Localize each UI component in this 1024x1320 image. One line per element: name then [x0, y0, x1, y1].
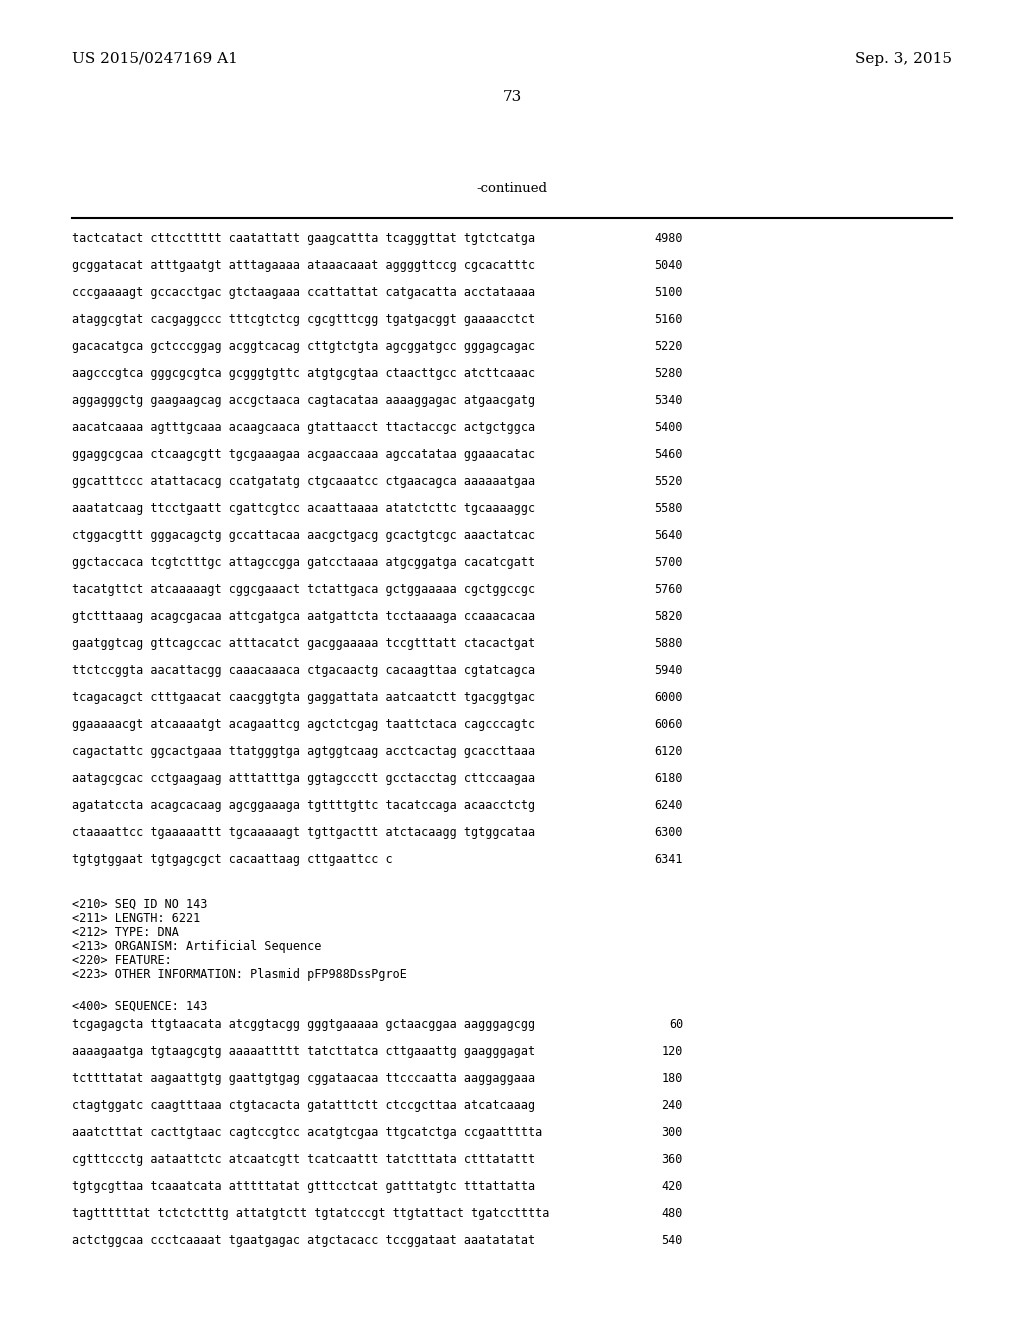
Text: gcggatacat atttgaatgt atttagaaaa ataaacaaat aggggttccg cgcacatttc: gcggatacat atttgaatgt atttagaaaa ataaaca…: [72, 259, 536, 272]
Text: 6300: 6300: [654, 826, 683, 840]
Text: 60: 60: [669, 1018, 683, 1031]
Text: 6120: 6120: [654, 744, 683, 758]
Text: gacacatgca gctcccggag acggtcacag cttgtctgta agcggatgcc gggagcagac: gacacatgca gctcccggag acggtcacag cttgtct…: [72, 341, 536, 352]
Text: gaatggtcag gttcagccac atttacatct gacggaaaaa tccgtttatt ctacactgat: gaatggtcag gttcagccac atttacatct gacggaa…: [72, 638, 536, 649]
Text: ctaaaattcc tgaaaaattt tgcaaaaagt tgttgacttt atctacaagg tgtggcataa: ctaaaattcc tgaaaaattt tgcaaaaagt tgttgac…: [72, 826, 536, 840]
Text: cagactattc ggcactgaaa ttatgggtga agtggtcaag acctcactag gcaccttaaa: cagactattc ggcactgaaa ttatgggtga agtggtc…: [72, 744, 536, 758]
Text: 5760: 5760: [654, 583, 683, 597]
Text: 6240: 6240: [654, 799, 683, 812]
Text: 420: 420: [662, 1180, 683, 1193]
Text: aaatctttat cacttgtaac cagtccgtcc acatgtcgaa ttgcatctga ccgaattttta: aaatctttat cacttgtaac cagtccgtcc acatgtc…: [72, 1126, 543, 1139]
Text: tcttttatat aagaattgtg gaattgtgag cggataacaa ttcccaatta aaggaggaaa: tcttttatat aagaattgtg gaattgtgag cggataa…: [72, 1072, 536, 1085]
Text: 5700: 5700: [654, 556, 683, 569]
Text: aggagggctg gaagaagcag accgctaaca cagtacataa aaaaggagac atgaacgatg: aggagggctg gaagaagcag accgctaaca cagtaca…: [72, 393, 536, 407]
Text: 180: 180: [662, 1072, 683, 1085]
Text: 5460: 5460: [654, 447, 683, 461]
Text: <213> ORGANISM: Artificial Sequence: <213> ORGANISM: Artificial Sequence: [72, 940, 322, 953]
Text: <223> OTHER INFORMATION: Plasmid pFP988DssPgroE: <223> OTHER INFORMATION: Plasmid pFP988D…: [72, 968, 407, 981]
Text: tcgagagcta ttgtaacata atcggtacgg gggtgaaaaa gctaacggaa aagggagcgg: tcgagagcta ttgtaacata atcggtacgg gggtgaa…: [72, 1018, 536, 1031]
Text: 6341: 6341: [654, 853, 683, 866]
Text: agatatccta acagcacaag agcggaaaga tgttttgttc tacatccaga acaacctctg: agatatccta acagcacaag agcggaaaga tgttttg…: [72, 799, 536, 812]
Text: gtctttaaag acagcgacaa attcgatgca aatgattcta tcctaaaaga ccaaacacaa: gtctttaaag acagcgacaa attcgatgca aatgatt…: [72, 610, 536, 623]
Text: 540: 540: [662, 1234, 683, 1247]
Text: 5160: 5160: [654, 313, 683, 326]
Text: 5340: 5340: [654, 393, 683, 407]
Text: aagcccgtca gggcgcgtca gcgggtgttc atgtgcgtaa ctaacttgcc atcttcaaac: aagcccgtca gggcgcgtca gcgggtgttc atgtgcg…: [72, 367, 536, 380]
Text: <211> LENGTH: 6221: <211> LENGTH: 6221: [72, 912, 201, 925]
Text: 5580: 5580: [654, 502, 683, 515]
Text: 120: 120: [662, 1045, 683, 1059]
Text: 5880: 5880: [654, 638, 683, 649]
Text: aaaagaatga tgtaagcgtg aaaaattttt tatcttatca cttgaaattg gaagggagat: aaaagaatga tgtaagcgtg aaaaattttt tatctta…: [72, 1045, 536, 1059]
Text: 6000: 6000: [654, 690, 683, 704]
Text: <212> TYPE: DNA: <212> TYPE: DNA: [72, 927, 179, 939]
Text: tcagacagct ctttgaacat caacggtgta gaggattata aatcaatctt tgacggtgac: tcagacagct ctttgaacat caacggtgta gaggatt…: [72, 690, 536, 704]
Text: 240: 240: [662, 1100, 683, 1111]
Text: 5520: 5520: [654, 475, 683, 488]
Text: tagttttttat tctctctttg attatgtctt tgtatcccgt ttgtattact tgatcctttta: tagttttttat tctctctttg attatgtctt tgtatc…: [72, 1206, 549, 1220]
Text: Sep. 3, 2015: Sep. 3, 2015: [855, 51, 952, 66]
Text: -continued: -continued: [476, 182, 548, 195]
Text: tacatgttct atcaaaaagt cggcgaaact tctattgaca gctggaaaaa cgctggccgc: tacatgttct atcaaaaagt cggcgaaact tctattg…: [72, 583, 536, 597]
Text: 5940: 5940: [654, 664, 683, 677]
Text: aacatcaaaa agtttgcaaa acaagcaaca gtattaacct ttactaccgc actgctggca: aacatcaaaa agtttgcaaa acaagcaaca gtattaa…: [72, 421, 536, 434]
Text: tactcatact cttccttttt caatattatt gaagcattta tcagggttat tgtctcatga: tactcatact cttccttttt caatattatt gaagcat…: [72, 232, 536, 246]
Text: 6180: 6180: [654, 772, 683, 785]
Text: cccgaaaagt gccacctgac gtctaagaaa ccattattat catgacatta acctataaaa: cccgaaaagt gccacctgac gtctaagaaa ccattat…: [72, 286, 536, 300]
Text: 5640: 5640: [654, 529, 683, 543]
Text: actctggcaa ccctcaaaat tgaatgagac atgctacacc tccggataat aaatatatat: actctggcaa ccctcaaaat tgaatgagac atgctac…: [72, 1234, 536, 1247]
Text: ggcatttccc atattacacg ccatgatatg ctgcaaatcc ctgaacagca aaaaaatgaa: ggcatttccc atattacacg ccatgatatg ctgcaaa…: [72, 475, 536, 488]
Text: tgtgtggaat tgtgagcgct cacaattaag cttgaattcc c: tgtgtggaat tgtgagcgct cacaattaag cttgaat…: [72, 853, 392, 866]
Text: aatagcgcac cctgaagaag atttatttga ggtagccctt gcctacctag cttccaagaa: aatagcgcac cctgaagaag atttatttga ggtagcc…: [72, 772, 536, 785]
Text: 6060: 6060: [654, 718, 683, 731]
Text: <220> FEATURE:: <220> FEATURE:: [72, 954, 172, 968]
Text: 4980: 4980: [654, 232, 683, 246]
Text: ttctccggta aacattacgg caaacaaaca ctgacaactg cacaagttaa cgtatcagca: ttctccggta aacattacgg caaacaaaca ctgacaa…: [72, 664, 536, 677]
Text: 5280: 5280: [654, 367, 683, 380]
Text: 360: 360: [662, 1152, 683, 1166]
Text: <400> SEQUENCE: 143: <400> SEQUENCE: 143: [72, 1001, 208, 1012]
Text: US 2015/0247169 A1: US 2015/0247169 A1: [72, 51, 238, 66]
Text: 5040: 5040: [654, 259, 683, 272]
Text: 73: 73: [503, 90, 521, 104]
Text: ctagtggatc caagtttaaa ctgtacacta gatatttctt ctccgcttaa atcatcaaag: ctagtggatc caagtttaaa ctgtacacta gatattt…: [72, 1100, 536, 1111]
Text: cgtttccctg aataattctc atcaatcgtt tcatcaattt tatctttata ctttatattt: cgtttccctg aataattctc atcaatcgtt tcatcaa…: [72, 1152, 536, 1166]
Text: ataggcgtat cacgaggccc tttcgtctcg cgcgtttcgg tgatgacggt gaaaacctct: ataggcgtat cacgaggccc tttcgtctcg cgcgttt…: [72, 313, 536, 326]
Text: ggctaccaca tcgtctttgc attagccgga gatcctaaaa atgcggatga cacatcgatt: ggctaccaca tcgtctttgc attagccgga gatccta…: [72, 556, 536, 569]
Text: 5400: 5400: [654, 421, 683, 434]
Text: ctggacgttt gggacagctg gccattacaa aacgctgacg gcactgtcgc aaactatcac: ctggacgttt gggacagctg gccattacaa aacgctg…: [72, 529, 536, 543]
Text: ggaaaaacgt atcaaaatgt acagaattcg agctctcgag taattctaca cagcccagtc: ggaaaaacgt atcaaaatgt acagaattcg agctctc…: [72, 718, 536, 731]
Text: tgtgcgttaa tcaaatcata atttttatat gtttcctcat gatttatgtc tttattatta: tgtgcgttaa tcaaatcata atttttatat gtttcct…: [72, 1180, 536, 1193]
Text: 300: 300: [662, 1126, 683, 1139]
Text: ggaggcgcaa ctcaagcgtt tgcgaaagaa acgaaccaaa agccatataa ggaaacatac: ggaggcgcaa ctcaagcgtt tgcgaaagaa acgaacc…: [72, 447, 536, 461]
Text: 5820: 5820: [654, 610, 683, 623]
Text: aaatatcaag ttcctgaatt cgattcgtcc acaattaaaa atatctcttc tgcaaaaggc: aaatatcaag ttcctgaatt cgattcgtcc acaatta…: [72, 502, 536, 515]
Text: 5100: 5100: [654, 286, 683, 300]
Text: 5220: 5220: [654, 341, 683, 352]
Text: <210> SEQ ID NO 143: <210> SEQ ID NO 143: [72, 898, 208, 911]
Text: 480: 480: [662, 1206, 683, 1220]
